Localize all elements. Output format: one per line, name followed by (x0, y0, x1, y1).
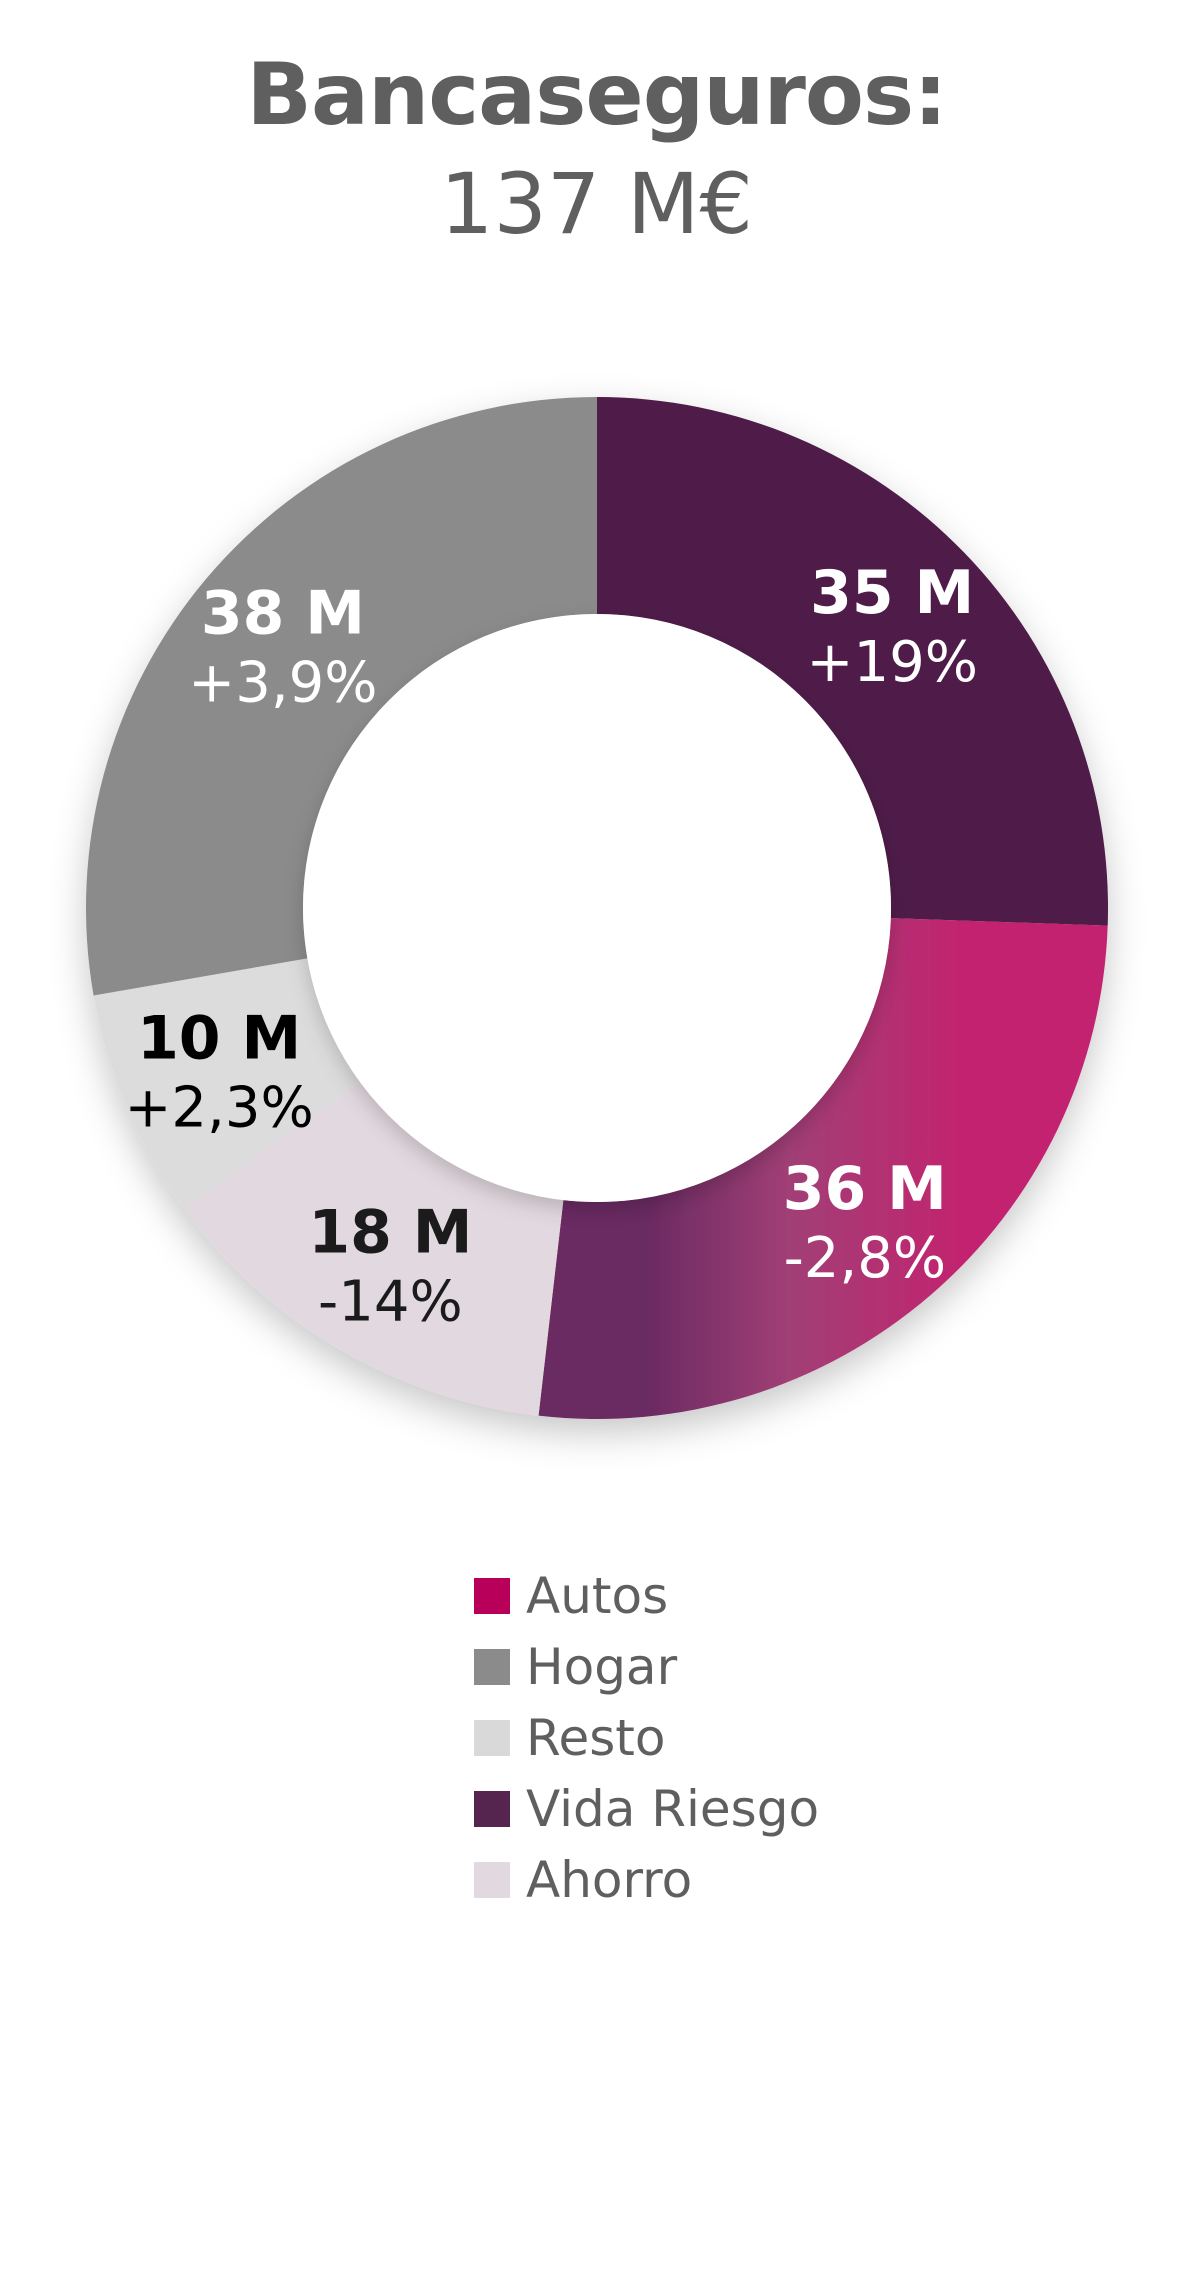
legend-swatch (474, 1861, 510, 1898)
legend-label: Vida Riesgo (526, 1779, 820, 1838)
legend-swatch (474, 1648, 510, 1685)
donut-hole (303, 614, 891, 1202)
legend-item: Hogar (474, 1631, 819, 1702)
legend-label: Autos (526, 1566, 669, 1625)
legend-item: Ahorro (474, 1844, 819, 1915)
legend-label: Resto (526, 1708, 666, 1767)
donut-slice-hogar (85, 397, 598, 996)
slice-change-label: +2,3% (125, 1075, 314, 1140)
legend-label: Hogar (526, 1637, 678, 1696)
slice-change-label: -2,8% (784, 1226, 946, 1291)
chart-total: 137 M€ (440, 155, 753, 253)
donut-slice-autos (538, 918, 1108, 1420)
slice-change-label: +3,9% (188, 651, 377, 716)
legend-item: Vida Riesgo (474, 1773, 819, 1844)
donut-slice-vida-riesgo (597, 397, 1108, 926)
slice-change-label: +19% (807, 630, 978, 695)
legend-item: Resto (474, 1702, 819, 1773)
legend-item: Autos (474, 1560, 819, 1631)
donut-slice-ahorro (184, 1081, 564, 1416)
legend-swatch (474, 1719, 510, 1756)
legend-swatch (474, 1577, 510, 1614)
donut-slice-resto (93, 958, 360, 1210)
chart-title: Bancaseguros: (246, 45, 947, 145)
slice-change-label: -14% (318, 1270, 463, 1335)
slice-value-label: 38 M (201, 579, 365, 649)
chart-legend: Autos Hogar Resto Vida Riesgo Ahorro (474, 1560, 819, 1915)
slice-value-label: 18 M (308, 1198, 472, 1268)
donut-chart: 35 M+19% 36 M-2,8% 18 M-14% 10 M+2,3% 38 M+3… (85, 397, 1108, 1420)
legend-label: Ahorro (526, 1850, 693, 1909)
slice-value-label: 10 M (137, 1003, 301, 1073)
legend-swatch (474, 1790, 510, 1827)
slice-value-label: 36 M (783, 1154, 947, 1224)
slice-value-label: 35 M (810, 558, 974, 628)
